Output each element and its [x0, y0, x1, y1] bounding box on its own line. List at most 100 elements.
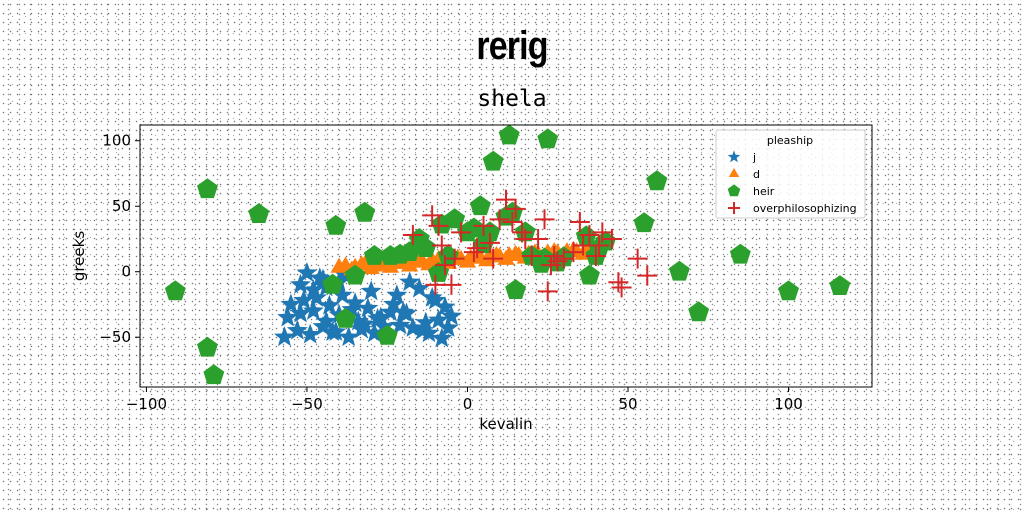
- x-tick-label: −50: [291, 395, 323, 413]
- data-point-overphilosophizing: [515, 228, 536, 249]
- data-point-j: [347, 310, 369, 331]
- data-point-heir: [197, 178, 218, 199]
- data-point-j: [351, 318, 372, 339]
- data-point-heir: [344, 264, 366, 285]
- data-point-heir: [408, 228, 430, 248]
- chart-subtitle: shela: [477, 86, 547, 112]
- data-point-j: [434, 296, 456, 316]
- data-point-heir: [325, 214, 347, 235]
- x-tick-label: 0: [463, 395, 473, 413]
- data-point-j: [399, 271, 421, 292]
- data-point-j: [302, 300, 324, 320]
- data-point-j: [331, 284, 353, 305]
- data-point-overphilosophizing: [483, 248, 504, 269]
- data-point-j: [421, 286, 443, 307]
- x-tick-label: 100: [774, 395, 803, 413]
- data-point-overphilosophizing: [402, 225, 423, 246]
- data-point-heir: [248, 203, 270, 223]
- data-point-heir: [646, 170, 668, 191]
- data-point-j: [437, 317, 459, 337]
- data-point-j: [322, 321, 344, 341]
- data-point-heir: [729, 243, 751, 264]
- legend-box: [715, 129, 866, 219]
- data-point-heir: [363, 245, 385, 265]
- data-point-overphilosophizing: [463, 242, 484, 263]
- data-point-j: [302, 279, 324, 299]
- data-point-j: [277, 306, 299, 327]
- data-point-heir: [203, 364, 225, 385]
- data-point-d: [507, 244, 525, 260]
- data-point-d: [458, 252, 477, 268]
- data-point-heir: [164, 280, 186, 301]
- data-point-j: [286, 319, 308, 340]
- legend-marker-j: [727, 150, 741, 163]
- data-point-j: [290, 273, 311, 294]
- x-axis-ticks: −100 −50 0 50 100: [126, 387, 803, 413]
- data-point-j: [383, 293, 405, 314]
- data-point-heir: [505, 279, 527, 299]
- data-point-j: [274, 326, 295, 347]
- legend-label: j: [752, 151, 756, 164]
- data-point-overphilosophizing: [608, 272, 629, 293]
- data-point-heir: [633, 212, 655, 233]
- legend-marker-overphilosophizing: [728, 202, 740, 214]
- data-point-heir: [537, 128, 559, 149]
- data-point-overphilosophizing: [569, 211, 590, 232]
- data-point-heir: [376, 324, 398, 345]
- legend-items: jd heir overphilosophizing: [727, 150, 857, 215]
- data-point-overphilosophizing: [521, 246, 542, 266]
- data-point-overphilosophizing: [431, 235, 452, 256]
- data-point-heir: [829, 275, 851, 295]
- data-point-overphilosophizing: [537, 281, 558, 302]
- data-point-d: [381, 257, 400, 273]
- data-point-heir: [688, 301, 710, 322]
- y-tick-label: −50: [99, 328, 131, 346]
- data-point-heir: [502, 201, 523, 222]
- data-point-j: [312, 315, 334, 336]
- plot-marks: [164, 124, 851, 385]
- data-point-heir: [498, 124, 520, 145]
- data-point-overphilosophizing: [473, 215, 494, 236]
- y-tick-label: 0: [121, 263, 131, 281]
- data-point-d: [487, 246, 505, 261]
- legend-label: overphilosophizing: [753, 202, 857, 215]
- x-tick-label: 50: [618, 395, 637, 413]
- data-point-j: [370, 306, 392, 327]
- data-point-overphilosophizing: [579, 225, 600, 246]
- data-point-j: [341, 298, 363, 319]
- data-point-overphilosophizing: [611, 277, 632, 298]
- data-point-overphilosophizing: [627, 248, 648, 269]
- data-point-j: [441, 305, 462, 326]
- data-point-heir: [197, 336, 218, 357]
- data-point-j: [319, 294, 340, 315]
- data-point-overphilosophizing: [505, 198, 526, 219]
- data-point-heir: [463, 217, 485, 238]
- data-point-d: [497, 249, 515, 265]
- data-point-heir: [437, 245, 459, 265]
- data-point-overphilosophizing: [451, 222, 472, 243]
- data-point-overphilosophizing: [428, 215, 449, 236]
- data-point-overphilosophizing: [585, 246, 606, 266]
- legend-marker-heir: [727, 184, 741, 197]
- data-point-j: [312, 268, 334, 289]
- data-point-overphilosophizing: [502, 211, 523, 232]
- data-point-overphilosophizing: [422, 205, 443, 226]
- data-point-j: [296, 262, 318, 282]
- data-point-overphilosophizing: [637, 265, 658, 286]
- data-point-overphilosophizing: [425, 274, 446, 295]
- data-point-j: [315, 310, 337, 331]
- data-point-j: [418, 322, 440, 343]
- plot-frame: [139, 124, 873, 388]
- data-point-j: [293, 289, 315, 310]
- data-point-heir: [668, 260, 690, 281]
- data-point-overphilosophizing: [534, 209, 555, 230]
- y-tick-label: 100: [102, 132, 131, 150]
- data-point-heir: [428, 262, 449, 282]
- data-point-heir: [322, 273, 344, 294]
- page-title: rerig: [476, 24, 548, 68]
- data-point-j: [338, 326, 360, 347]
- data-point-overphilosophizing: [444, 248, 465, 269]
- data-point-d: [401, 256, 419, 272]
- data-point-j: [392, 301, 414, 322]
